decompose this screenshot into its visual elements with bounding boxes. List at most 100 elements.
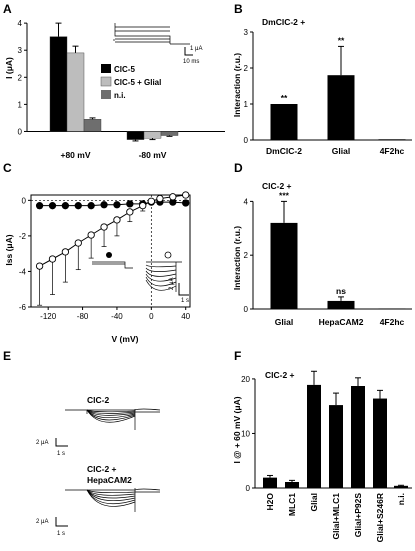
y-tick-label: 1 <box>18 100 23 109</box>
x-tick-label: n.i. <box>396 493 406 505</box>
bar <box>263 477 277 488</box>
y-tick-label: -2 <box>19 232 27 241</box>
trace-2-scalebar <box>55 517 68 527</box>
current-trace <box>86 489 136 499</box>
chart-d-ylabel: Interaction (r.u.) <box>232 226 242 290</box>
chart-f-ylabel: I @ + 60 mV (μA) <box>232 396 242 463</box>
trace-2-currents <box>65 488 161 512</box>
y-tick-label: 3 <box>244 28 249 37</box>
bar <box>327 300 355 309</box>
bar <box>83 119 102 132</box>
chart-c: Iss (μA) V (mV) 2 μA 1 s 0 -2 -4 -6 -120 -80 -… <box>4 191 191 344</box>
x-tick-label: HepaCAM2 <box>319 317 364 327</box>
inset-trace <box>114 23 171 44</box>
panel-label-a: A <box>3 2 12 16</box>
inset-marker-open <box>164 251 172 259</box>
data-point-filled <box>182 199 190 207</box>
current-trace <box>86 409 136 421</box>
trace-2-label-line-1: ClC-2 + <box>87 464 117 474</box>
data-point-open <box>139 202 147 210</box>
panel-label-c: C <box>3 161 12 175</box>
data-point-filled <box>87 202 95 210</box>
bar <box>327 75 355 140</box>
chart-b-ylabel: Interaction (r.u.) <box>232 53 242 117</box>
data-point-open <box>156 194 164 203</box>
data-point-open <box>48 255 57 263</box>
legend-label-ni: n.i. <box>114 91 126 100</box>
inset-scale-y: 2 μA <box>169 278 175 290</box>
bar <box>394 485 408 488</box>
x-tick-label: H2O <box>265 493 275 511</box>
data-point-open <box>61 248 70 256</box>
inset-scalebar <box>184 47 193 56</box>
inset-trace <box>145 276 177 287</box>
x-tick-label: Glial <box>309 493 319 511</box>
data-point-filled <box>35 202 44 210</box>
inset-scale-y: 1 μA <box>190 46 202 52</box>
inset-trace <box>145 267 177 272</box>
inset-scale-x: 1 s <box>181 298 189 304</box>
y-tick-label: 0 <box>244 136 249 145</box>
chart-d: Interaction (r.u.) ClC-2 + 0 2 4 *** Glial ns… <box>232 181 412 327</box>
significance-label: ** <box>281 93 288 103</box>
bar <box>378 139 406 141</box>
bar <box>373 398 387 488</box>
bar <box>270 222 298 309</box>
chart-a: I (μA) ClC-5 ClC-5 + Glial n.i. 1 μA 10 … <box>4 19 225 160</box>
x-tick-label: DmClC-2 <box>266 146 302 156</box>
y-tick-label: 0 <box>22 196 27 205</box>
significance-label: ns <box>336 286 346 296</box>
inset-trace <box>145 273 177 282</box>
legend-label-clc5: ClC-5 <box>114 65 135 74</box>
y-tick-label: -6 <box>19 303 27 312</box>
trace-1-scale-x: 1 s <box>57 451 65 457</box>
data-point-filled <box>48 202 57 210</box>
current-trace <box>86 489 136 494</box>
data-point-open <box>169 193 177 201</box>
plot-frame <box>30 194 191 308</box>
inset-marker-filled <box>106 252 112 258</box>
inset-trace-flat <box>92 261 133 269</box>
trace-2-scale-y: 2 μA <box>36 519 48 525</box>
data-point-filled <box>100 201 108 209</box>
data-point-open <box>147 197 155 205</box>
x-tick-label: Glial+S246R <box>375 493 385 542</box>
x-tick-label: +80 mV <box>60 150 90 160</box>
trace-1-label: ClC-2 <box>87 395 109 405</box>
y-tick-label: 4 <box>18 19 23 28</box>
y-tick-label: -4 <box>19 267 27 276</box>
data-point-filled <box>74 202 82 210</box>
panel-label-d: D <box>234 161 243 175</box>
bar <box>378 308 406 310</box>
series-line-filled <box>39 201 186 207</box>
chart-e: ClC-2 2 μA 1 s ClC-2 + HepaCAM2 <box>36 395 161 537</box>
trace-2-label-line-2: HepaCAM2 <box>87 475 132 485</box>
y-tick-label: 2 <box>244 64 249 73</box>
legend-swatch-clc5-glial <box>100 76 112 87</box>
y-tick-label: 0 <box>246 484 251 493</box>
trace-1-scale-y: 2 μA <box>36 440 48 446</box>
current-trace <box>86 489 136 507</box>
bar <box>160 131 179 136</box>
x-tick-label: 0 <box>149 312 154 321</box>
current-trace <box>86 409 136 413</box>
bar <box>329 405 343 488</box>
x-tick-label: -80 mV <box>139 150 167 160</box>
chart-c-xlabel: V (mV) <box>112 334 139 344</box>
panel-label-f: F <box>234 349 241 363</box>
data-point-open <box>74 239 82 247</box>
bar <box>270 104 298 140</box>
bar <box>66 52 85 132</box>
bar <box>351 386 365 488</box>
current-trace <box>134 488 161 512</box>
bar <box>49 36 68 132</box>
inset-trace <box>145 270 177 277</box>
panel-label-e: E <box>3 349 11 363</box>
current-trace <box>86 489 136 496</box>
current-trace <box>86 409 136 414</box>
x-tick-label: Glial <box>332 146 350 156</box>
x-tick-label: -120 <box>40 312 57 321</box>
bar <box>143 131 162 139</box>
y-tick-label: 2 <box>18 73 23 82</box>
